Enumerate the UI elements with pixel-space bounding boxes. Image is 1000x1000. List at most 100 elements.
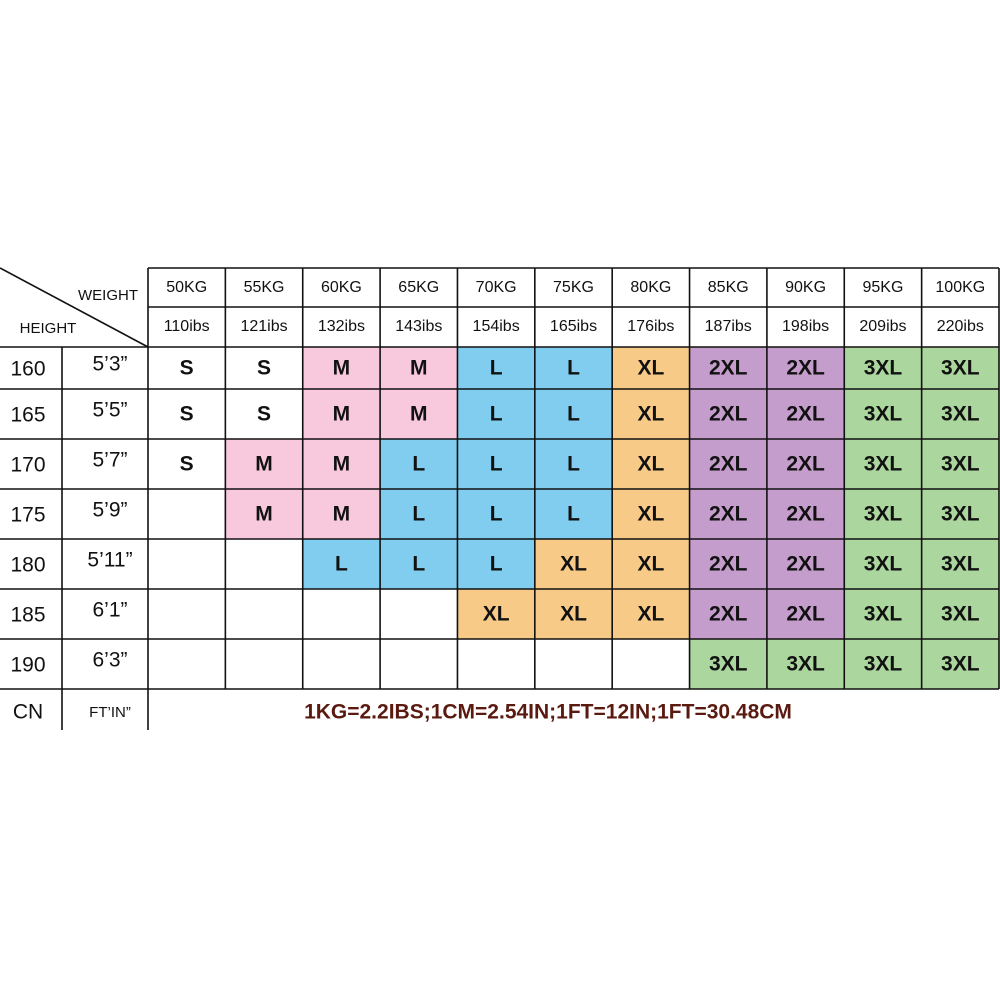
size-label: 3XL xyxy=(864,603,903,626)
height-cm: 185 xyxy=(10,604,45,627)
size-cell xyxy=(225,489,303,539)
size-label: L xyxy=(567,357,580,380)
size-cell xyxy=(148,347,226,389)
size-label: 2XL xyxy=(786,403,825,426)
size-cell xyxy=(457,389,535,439)
size-cell xyxy=(148,389,226,439)
weight-lbs: 154ibs xyxy=(473,318,520,335)
size-label: XL xyxy=(637,603,664,626)
size-label: 3XL xyxy=(941,357,980,380)
size-label: L xyxy=(567,453,580,476)
table-line xyxy=(0,267,149,348)
size-label: S xyxy=(257,357,271,380)
size-cell xyxy=(921,489,999,539)
height-cm: 175 xyxy=(10,504,45,527)
size-cell xyxy=(689,589,767,639)
weight-kg: 65KG xyxy=(398,279,439,296)
size-label: XL xyxy=(637,403,664,426)
size-cell xyxy=(534,347,613,389)
size-cell xyxy=(612,389,690,439)
size-label: M xyxy=(333,403,351,426)
size-label: 3XL xyxy=(864,403,903,426)
size-cell xyxy=(302,439,381,489)
size-cell xyxy=(766,539,845,589)
size-cell xyxy=(921,589,999,639)
size-cell xyxy=(766,489,845,539)
weight-lbs: 165ibs xyxy=(550,318,597,335)
weight-kg: 75KG xyxy=(553,279,594,296)
size-cell xyxy=(921,347,999,389)
weight-lbs: 187ibs xyxy=(705,318,752,335)
size-label: 3XL xyxy=(864,503,903,526)
size-cell xyxy=(766,439,845,489)
size-label: L xyxy=(567,503,580,526)
size-label: L xyxy=(490,403,503,426)
size-cell xyxy=(534,539,613,589)
size-label: 2XL xyxy=(709,403,748,426)
height-cm: 160 xyxy=(10,358,45,381)
size-label: 2XL xyxy=(786,603,825,626)
size-cell xyxy=(921,439,999,489)
size-label: 3XL xyxy=(941,503,980,526)
size-label: 2XL xyxy=(709,553,748,576)
size-cell xyxy=(766,589,845,639)
size-cell xyxy=(225,439,303,489)
size-cell xyxy=(612,539,690,589)
size-cell xyxy=(612,439,690,489)
size-cell xyxy=(302,489,381,539)
size-cell xyxy=(302,539,381,589)
weight-kg: 90KG xyxy=(785,279,826,296)
size-label: XL xyxy=(637,553,664,576)
size-label: S xyxy=(180,403,194,426)
weight-lbs: 110ibs xyxy=(164,318,210,335)
weight-lbs: 220ibs xyxy=(937,318,984,335)
height-cm: 170 xyxy=(10,454,45,477)
height-cm: 180 xyxy=(10,554,45,577)
size-cell xyxy=(302,347,381,389)
size-cell xyxy=(844,439,922,489)
size-cell xyxy=(457,347,535,389)
size-cell xyxy=(457,489,535,539)
size-cell xyxy=(534,439,613,489)
size-label: 2XL xyxy=(786,453,825,476)
size-cell xyxy=(225,389,303,439)
weight-kg: 85KG xyxy=(708,279,749,296)
cn-label: CN xyxy=(13,701,43,724)
size-label: 3XL xyxy=(864,357,903,380)
size-cell xyxy=(534,589,613,639)
weight-lbs: 121ibs xyxy=(240,318,287,335)
height-cm: 165 xyxy=(10,404,45,427)
size-label: L xyxy=(412,503,425,526)
weight-label: WEIGHT xyxy=(78,287,138,304)
height-ft: 6’3” xyxy=(92,649,127,672)
weight-kg: 95KG xyxy=(862,279,903,296)
weight-lbs: 198ibs xyxy=(782,318,829,335)
size-label: M xyxy=(410,357,428,380)
size-cell xyxy=(844,489,922,539)
size-label: 2XL xyxy=(786,553,825,576)
conversion-note: 1KG=2.2IBS;1CM=2.54IN;1FT=12IN;1FT=30.48… xyxy=(304,701,792,724)
size-cell xyxy=(766,639,845,689)
size-cell xyxy=(689,347,767,389)
size-cell xyxy=(380,439,458,489)
size-label: 3XL xyxy=(786,653,825,676)
size-label: S xyxy=(180,453,194,476)
size-label: S xyxy=(180,357,194,380)
weight-kg: 100KG xyxy=(935,279,985,296)
size-cell xyxy=(844,539,922,589)
size-cell xyxy=(921,639,999,689)
size-cell xyxy=(689,389,767,439)
size-cell xyxy=(689,439,767,489)
size-label: 3XL xyxy=(864,453,903,476)
size-label: L xyxy=(412,453,425,476)
weight-lbs: 143ibs xyxy=(395,318,442,335)
size-label: 3XL xyxy=(941,553,980,576)
height-ft: 5’11” xyxy=(87,549,132,572)
size-label: L xyxy=(335,553,348,576)
size-cell xyxy=(457,539,535,589)
height-cm: 190 xyxy=(10,654,45,677)
size-label: XL xyxy=(483,603,510,626)
size-cell xyxy=(148,439,226,489)
